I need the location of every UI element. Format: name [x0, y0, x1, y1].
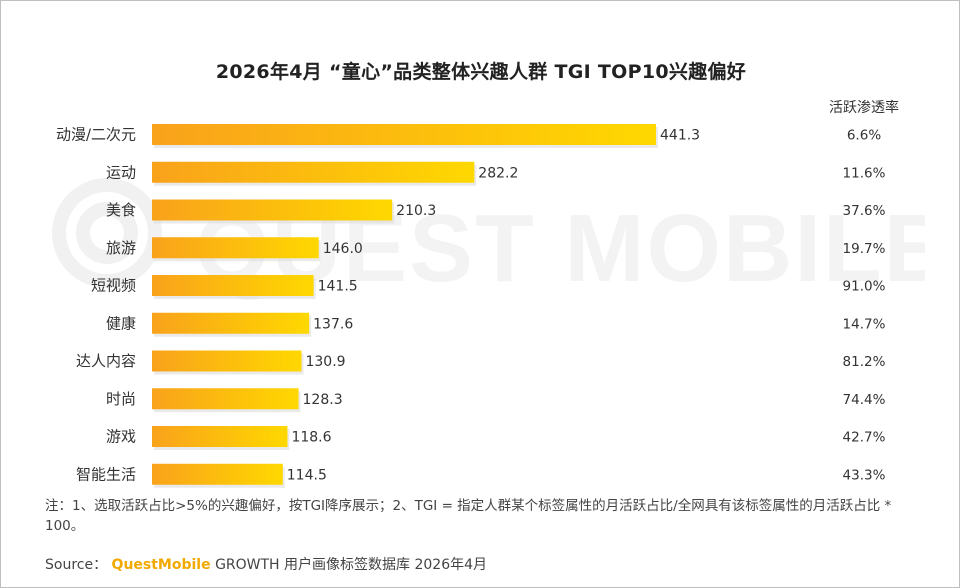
category-label: 健康: [106, 314, 136, 332]
source-line: Source： QuestMobile GROWTH 用户画像标签数据库 202…: [45, 554, 487, 574]
bar: [152, 124, 656, 145]
footnote: 注：1、选取活跃占比>5%的兴趣偏好，按TGI降序展示；2、TGI = 指定人群…: [45, 498, 892, 534]
bar: [152, 388, 299, 410]
penetration-value: 19.7%: [843, 241, 886, 257]
category-label: 运动: [106, 163, 136, 181]
bar: [152, 161, 475, 183]
penetration-value: 74.4%: [843, 392, 886, 408]
bar: [152, 275, 314, 296]
penetration-header: 活跃渗透率: [829, 99, 899, 116]
watermark-logo-icon: [52, 178, 162, 288]
penetration-value: 42.7%: [843, 430, 886, 446]
category-label: 智能生活: [76, 465, 136, 483]
chart-title: 2026年4月 “童心”品类整体兴趣人群 TGI TOP10兴趣偏好: [215, 61, 747, 83]
penetration-value: 37.6%: [843, 203, 886, 219]
category-label: 美食: [106, 201, 136, 219]
bar-value-label: 130.9: [305, 354, 345, 370]
penetration-value: 91.0%: [843, 279, 886, 295]
bar: [152, 350, 302, 372]
bar: [152, 237, 319, 259]
penetration-value: 6.6%: [847, 128, 881, 144]
category-label: 短视频: [91, 277, 136, 295]
source-prefix: Source：: [45, 557, 108, 573]
bar: [152, 426, 288, 447]
bar-value-label: 146.0: [323, 241, 363, 257]
category-label: 旅游: [106, 239, 136, 257]
bar-value-label: 210.3: [396, 203, 436, 219]
category-label: 游戏: [106, 428, 136, 446]
penetration-value: 11.6%: [843, 165, 886, 181]
bar-value-label: 114.5: [287, 467, 327, 483]
category-label: 达人内容: [76, 352, 136, 370]
source-text: GROWTH 用户画像标签数据库 2026年4月: [215, 557, 488, 573]
bar-value-label: 282.2: [478, 165, 518, 181]
bar: [152, 199, 393, 221]
bar: [152, 463, 283, 485]
penetration-value: 43.3%: [843, 467, 886, 483]
bar-value-label: 128.3: [303, 392, 343, 408]
bar-value-label: 137.6: [313, 316, 353, 332]
penetration-value: 81.2%: [843, 354, 886, 370]
penetration-value: 14.7%: [843, 316, 886, 332]
source-brand: QuestMobile: [111, 557, 211, 573]
bar-value-label: 441.3: [660, 128, 700, 144]
bar: [152, 312, 310, 334]
category-label: 动漫/二次元: [56, 126, 136, 144]
bar-value-label: 118.6: [291, 430, 331, 446]
bar-value-label: 141.5: [318, 279, 358, 295]
category-label: 时尚: [106, 390, 136, 408]
